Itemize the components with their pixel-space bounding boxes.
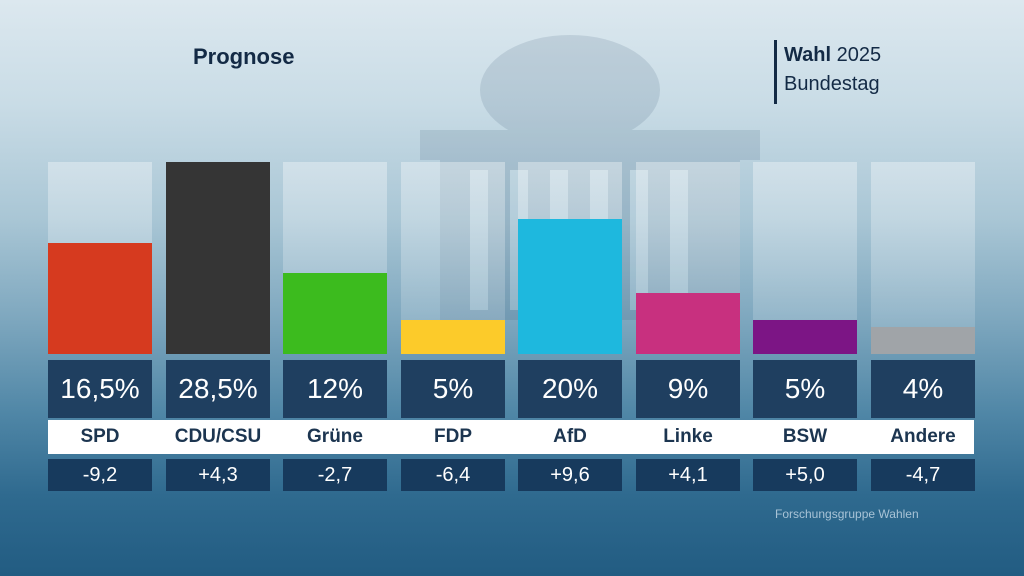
category-label-gr-ne: Grüne [307,426,363,447]
party-label-strip [48,420,974,454]
category-label-andere: Andere [890,426,956,447]
value-label-bsw: 5% [753,360,857,418]
value-label-spd: 16,5% [48,360,152,418]
change-label-linke: +4,1 [636,459,740,491]
source-credit: Forschungsgruppe Wahlen [775,507,919,521]
value-label-linke: 9% [636,360,740,418]
category-label-spd: SPD [80,426,120,447]
change-label-gr-ne: -2,7 [283,459,387,491]
bar-track-fdp [401,162,505,354]
bar-cdu-csu [166,162,270,354]
brand-bold: Wahl [784,44,832,66]
value-label-cdu-csu: 28,5% [166,360,270,418]
bar-track-gr-ne [283,162,387,354]
change-label-spd: -9,2 [48,459,152,491]
bar-fdp [401,320,505,354]
bar-andere [871,327,975,354]
change-label-cdu-csu: +4,3 [166,459,270,491]
category-label-afd: AfD [553,426,587,447]
category-label-cdu-csu: CDU/CSU [174,426,262,447]
brand-divider [774,40,777,104]
bar-track-afd [518,162,622,354]
change-label-afd: +9,6 [518,459,622,491]
change-label-andere: -4,7 [871,459,975,491]
value-label-andere: 4% [871,360,975,418]
category-label-bsw: BSW [782,426,828,447]
value-label-afd: 20% [518,360,622,418]
bar-spd [48,243,152,354]
change-label-bsw: +5,0 [753,459,857,491]
bar-track-bsw [753,162,857,354]
bar-bsw [753,320,857,354]
brand-subtitle: Bundestag [784,73,880,95]
category-label-fdp: FDP [434,426,472,447]
change-label-fdp: -6,4 [401,459,505,491]
brand-title: Wahl 2025 [784,44,881,67]
category-label-linke: Linke [663,426,713,447]
bar-track-cdu-csu [166,162,270,354]
value-label-fdp: 5% [401,360,505,418]
brand-year: 2025 [836,44,882,66]
chart-title: Prognose [193,44,295,69]
bar-linke [636,293,740,354]
bar-track-spd [48,162,152,354]
bar-gr-ne [283,273,387,354]
bar-afd [518,219,622,354]
value-label-gr-ne: 12% [283,360,387,418]
bar-track-linke [636,162,740,354]
bar-track-andere [871,162,975,354]
